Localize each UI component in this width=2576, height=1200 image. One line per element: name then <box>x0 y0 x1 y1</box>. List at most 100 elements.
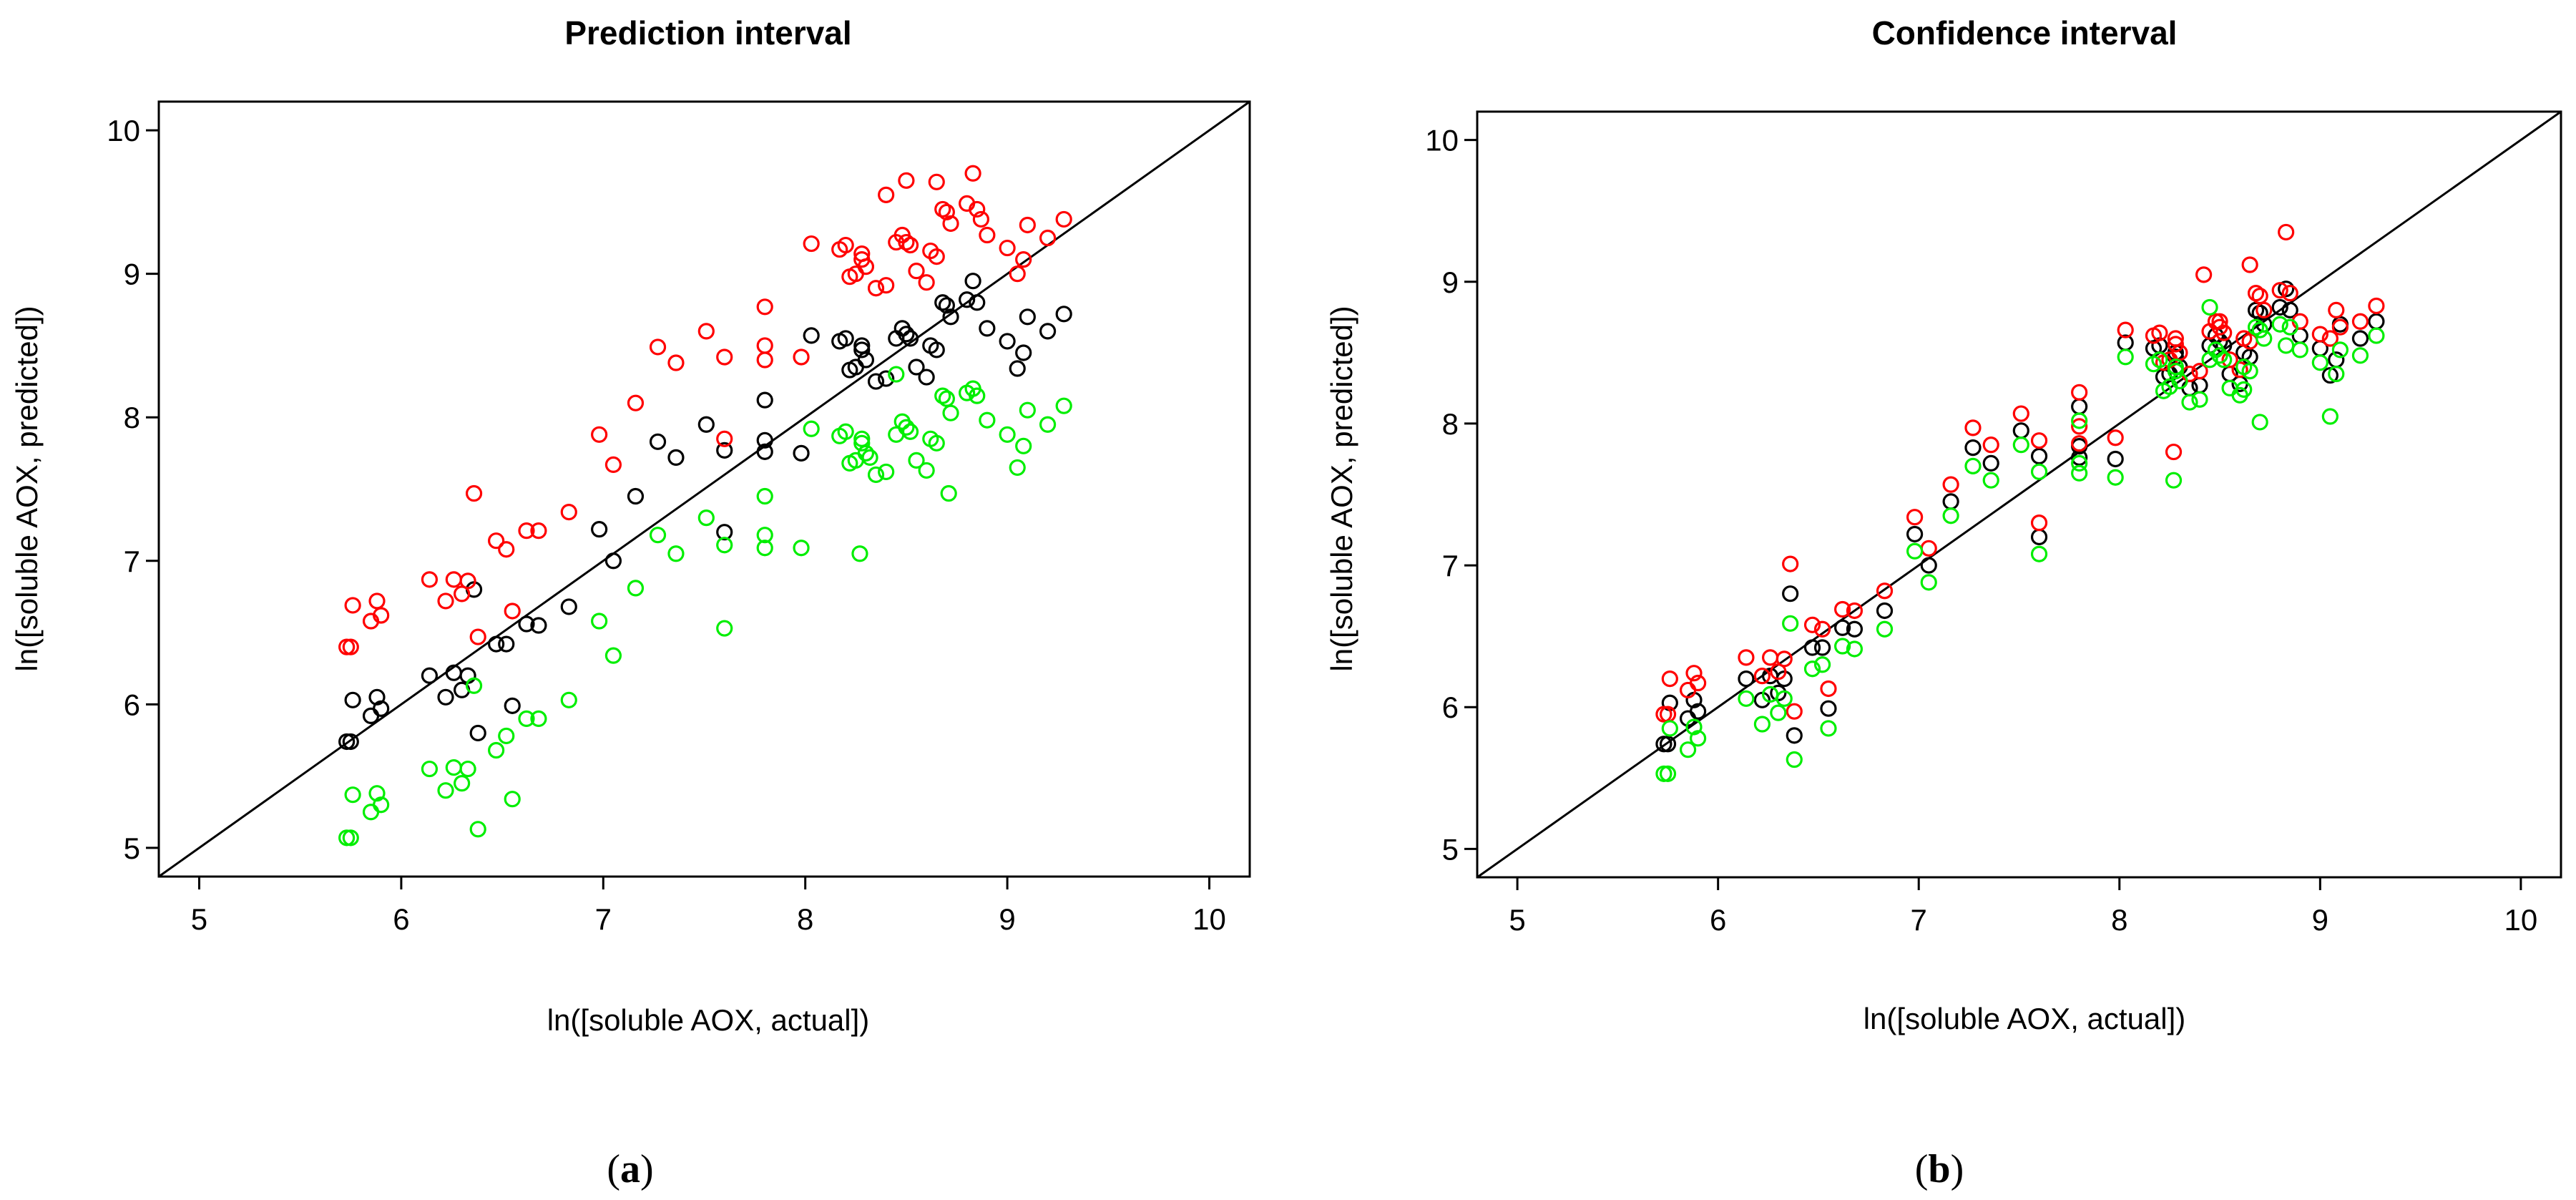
chart-a-point <box>368 688 386 706</box>
chart-b-point <box>2351 313 2369 330</box>
chart-b: Confidence interval 5 6 7 8 9 10 5 6 7 8 9 10 ln([… <box>1325 14 2562 1191</box>
chart-b-point <box>2351 347 2369 364</box>
chart-b-point <box>1942 493 1959 510</box>
chart-a-point <box>445 571 462 588</box>
chart-b-point <box>1920 574 1937 591</box>
chart-a-point <box>437 782 454 799</box>
chart-b-x-tick-label: 10 <box>2504 903 2538 937</box>
chart-a-point <box>342 733 359 751</box>
chart-b-point <box>2211 313 2228 330</box>
chart-b-point <box>2030 463 2048 480</box>
chart-b-point <box>1738 690 1755 707</box>
chart-a-point <box>1055 210 1072 228</box>
chart-a-point <box>649 338 667 356</box>
chart-a-point <box>342 638 359 655</box>
chart-a-point <box>928 434 945 452</box>
chart-b-point <box>2071 435 2088 452</box>
chart-b-point <box>1690 730 1707 747</box>
chart-b-point <box>1753 668 1771 685</box>
chart-a-point <box>878 186 895 203</box>
chart-a-point <box>857 258 875 275</box>
chart-b-point <box>2278 281 2295 298</box>
chart-a-point <box>530 522 547 540</box>
chart-a-point <box>756 351 773 369</box>
chart-a-point <box>861 449 878 466</box>
chart-a-point <box>972 210 989 228</box>
chart-a-point <box>969 294 986 311</box>
chart-a-point <box>928 248 945 265</box>
chart-b-point <box>1738 670 1755 688</box>
chart-a-point <box>454 585 471 603</box>
chart-a-y-axis: 5 6 7 8 9 10 <box>107 114 159 865</box>
chart-a-point <box>469 821 486 838</box>
chart-b-point <box>1820 680 1837 698</box>
chart-b-x-tick-label: 9 <box>2312 903 2328 937</box>
chart-b-series-upper-confidence-limit <box>1655 223 2385 723</box>
chart-a-point <box>530 710 547 727</box>
chart-a-point <box>421 667 439 684</box>
chart-b-point <box>1770 704 1787 721</box>
chart-a-point <box>649 433 667 450</box>
chart-b-point <box>2071 464 2088 482</box>
chart-b-point <box>1982 454 1999 472</box>
chart-b-point <box>1876 620 1894 638</box>
chart-b-point <box>1906 542 1924 560</box>
chart-a-point <box>979 320 996 337</box>
chart-b-point <box>2247 318 2265 336</box>
chart-a-point <box>803 327 820 344</box>
chart-b-x-label: ln([soluble AOX, actual]) <box>1864 1002 2186 1035</box>
chart-a-point <box>942 308 959 326</box>
chart-a-point <box>756 487 773 505</box>
chart-a-point <box>697 323 715 340</box>
chart-a-point <box>793 348 810 366</box>
chart-b-point <box>2171 372 2188 390</box>
chart-a-point <box>938 390 955 407</box>
chart-a-point <box>756 443 773 460</box>
chart-b-point <box>1820 700 1837 717</box>
chart-a-point <box>918 462 935 479</box>
chart-b-point <box>2151 324 2168 341</box>
chart-b-x-tick-label: 5 <box>1509 903 1525 937</box>
chart-a-point <box>344 597 361 614</box>
chart-a-point <box>793 540 810 557</box>
chart-a-y-tick-label: 8 <box>124 401 140 434</box>
chart-a-point <box>1009 265 1026 283</box>
chart-b-y-tick-label: 6 <box>1442 691 1459 724</box>
chart-b-point <box>2165 443 2183 461</box>
chart-b-point <box>2191 391 2208 408</box>
chart-a-x-tick-label: 8 <box>797 902 813 936</box>
chart-a-point <box>940 484 957 502</box>
chart-b-point <box>2195 266 2213 283</box>
chart-b-point <box>1762 649 1779 666</box>
chart-a-point <box>627 487 645 505</box>
chart-a-point <box>469 724 486 742</box>
chart-b-point <box>1690 674 1707 692</box>
chart-a-panel-letter: a <box>620 1147 640 1191</box>
chart-a-x-tick-label: 6 <box>393 902 409 936</box>
chart-a-point <box>1039 229 1057 247</box>
chart-a-point <box>604 456 622 474</box>
chart-a-point <box>942 404 959 421</box>
chart-b-point <box>1661 720 1678 737</box>
chart-a-y-tick-label: 5 <box>124 831 140 865</box>
chart-a-y-tick-label: 7 <box>124 545 140 578</box>
chart-b-point <box>2251 414 2268 431</box>
chart-b-y-tick-label: 8 <box>1442 407 1459 441</box>
chart-b-point <box>2251 287 2268 305</box>
chart-b-point <box>1942 476 1959 493</box>
chart-a-point <box>1019 308 1036 326</box>
chart-b-point <box>2251 321 2268 338</box>
chart-b-title: Confidence interval <box>1872 14 2178 52</box>
chart-b-point <box>2351 330 2369 347</box>
chart-a-point <box>591 613 608 630</box>
chart-b-point <box>2368 313 2385 330</box>
chart-a-plot-frame <box>157 100 1251 878</box>
chart-b-point <box>1834 638 1851 655</box>
chart-a-point <box>901 236 919 254</box>
chart-b-point <box>1782 585 1799 603</box>
chart-a-point <box>867 466 885 484</box>
chart-a-point <box>368 785 386 802</box>
chart-b-x-axis: 5 6 7 8 9 10 <box>1509 877 2537 937</box>
chart-a-point <box>908 452 925 469</box>
chart-a-point <box>928 341 945 358</box>
